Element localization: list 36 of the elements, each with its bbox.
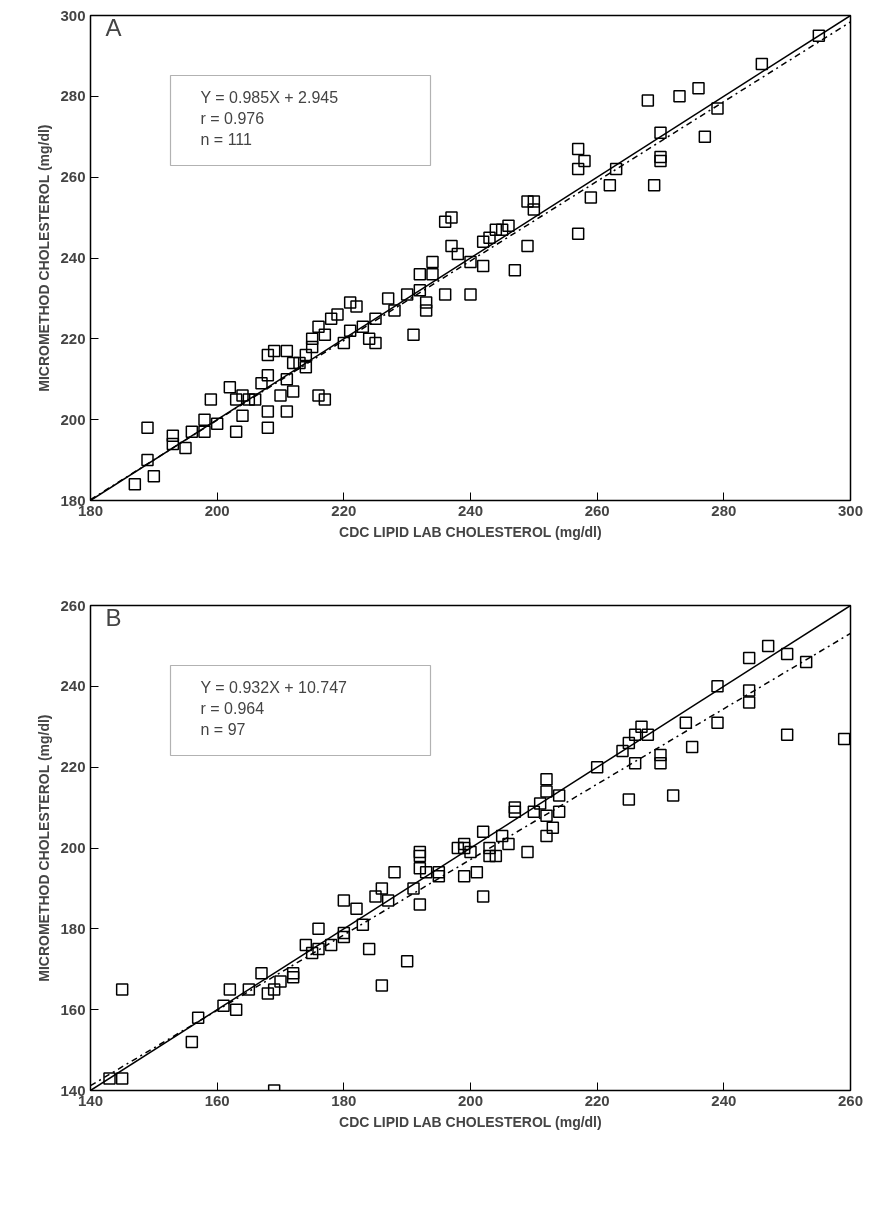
- y-tick-label: 300: [60, 6, 86, 24]
- y-tick-label: 160: [60, 1000, 86, 1018]
- x-tick-label: 200: [204, 501, 230, 519]
- y-tick-label: 200: [60, 839, 86, 856]
- x-tick-label: 160: [204, 1091, 230, 1109]
- x-axis-title: CDC LIPID LAB CHOLESTEROL (mg/dl): [339, 1113, 602, 1130]
- y-axis-title: MICROMETHOD CHOLESTEROL (mg/dl): [36, 124, 53, 392]
- y-axis-title: MICROMETHOD CHOLESTEROL (mg/dl): [36, 714, 53, 982]
- x-axis-title: CDC LIPID LAB CHOLESTEROL (mg/dl): [339, 523, 602, 540]
- y-tick-label: 260: [60, 596, 86, 614]
- annotation: n = 111: [200, 130, 253, 148]
- y-tick-label: 200: [60, 410, 86, 428]
- x-tick-label: 300: [837, 501, 864, 519]
- y-tick-label: 240: [60, 249, 86, 266]
- x-tick-label: 180: [331, 1091, 357, 1109]
- annotation: n = 97: [200, 720, 246, 738]
- x-tick-label: 220: [584, 1091, 610, 1109]
- x-tick-label: 260: [584, 501, 610, 519]
- x-tick-label: 220: [331, 501, 357, 519]
- y-tick-label: 240: [60, 677, 86, 695]
- annotation: r = 0.976: [200, 109, 265, 127]
- y-tick-label: 220: [60, 329, 86, 347]
- y-tick-label: 260: [60, 168, 86, 186]
- annotation: Y = 0.985X + 2.945: [200, 88, 339, 106]
- x-tick-label: 280: [711, 501, 737, 519]
- x-tick-label: 260: [837, 1091, 864, 1109]
- y-tick-label: 280: [60, 87, 86, 105]
- annotation: r = 0.964: [200, 699, 265, 717]
- y-tick-label: 180: [60, 919, 86, 937]
- annotation: A: [105, 13, 122, 41]
- x-tick-label: 200: [457, 1091, 484, 1109]
- x-tick-label: 240: [711, 1091, 737, 1109]
- annotation: B: [105, 603, 122, 631]
- y-tick-label: 220: [60, 758, 86, 776]
- x-tick-label: 240: [457, 501, 484, 519]
- annotation: Y = 0.932X + 10.747: [200, 678, 348, 696]
